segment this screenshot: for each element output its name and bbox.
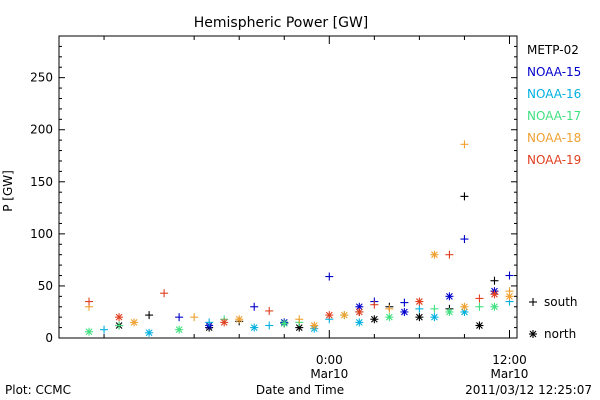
y-tick-label: 150 [30, 175, 53, 189]
point-noaa-18-north [130, 318, 139, 327]
point-noaa-17-south [475, 302, 484, 311]
point-noaa-18-south [190, 313, 199, 322]
point-noaa-15-south [325, 272, 334, 281]
x-axis-ticks: 0:00Mar1012:00Mar100:00Mar1112:00Mar110:… [103, 36, 529, 381]
point-noaa-18-north [310, 321, 319, 330]
x-tick-label-date: Mar10 [491, 367, 529, 381]
point-noaa-19-north [490, 290, 499, 299]
point-noaa-15-south [460, 235, 469, 244]
legend-entry-noaa-16: NOAA-16 [527, 87, 581, 101]
point-noaa-19-south [475, 294, 484, 303]
x-tick-label-time: 12:00 [492, 353, 527, 367]
point-noaa-17-north [385, 313, 394, 322]
point-noaa-16-south [415, 304, 424, 313]
legend-entry-noaa-18: NOAA-18 [527, 131, 581, 145]
point-noaa-17-north [445, 307, 454, 316]
point-noaa-15-south [250, 302, 259, 311]
x-tick-label-date: Mar10 [310, 367, 348, 381]
y-axis-ticks: 0 50 100 150 200 250 [30, 45, 517, 345]
point-noaa-19-north [115, 313, 124, 322]
data-points [85, 140, 514, 337]
point-noaa-17-south [430, 304, 439, 313]
point-noaa-19-south [265, 306, 274, 315]
legend-entry-noaa-15: NOAA-15 [527, 65, 581, 79]
point-noaa-18-north [505, 292, 514, 301]
y-tick-label: 0 [45, 331, 53, 345]
point-noaa-18-south [385, 304, 394, 313]
y-axis-label: P [GW] [1, 170, 15, 212]
plot-frame [58, 35, 518, 339]
point-noaa-15-north [445, 292, 454, 301]
point-noaa-15-north [400, 307, 409, 316]
legend-entry-noaa-17: NOAA-17 [527, 109, 581, 123]
point-noaa-19-south [85, 297, 94, 306]
marker-legend-label-north: north [544, 327, 576, 341]
point-noaa-19-south [370, 300, 379, 309]
point-noaa-17-south [115, 321, 124, 330]
point-noaa-17-north [280, 319, 289, 328]
point-noaa-18-north [460, 302, 469, 311]
legend: METP-02 NOAA-15 NOAA-16 NOAA-17 NOAA-18 NOAA-… [527, 43, 581, 167]
point-metp-02-north [295, 323, 304, 332]
y-tick-label: 250 [30, 71, 53, 85]
point-noaa-19-north [325, 311, 334, 320]
point-noaa-16-south [100, 325, 109, 334]
marker-legend: south north [529, 295, 578, 341]
point-noaa-15-south [175, 313, 184, 322]
point-noaa-19-north [415, 297, 424, 306]
x-tick-label-time: 0:00 [316, 353, 343, 367]
point-metp-02-north [370, 315, 379, 324]
point-noaa-16-south [205, 318, 214, 327]
plot-timestamp: 2011/03/12 12:25:07 [465, 383, 592, 397]
marker-legend-symbol-south [529, 298, 537, 306]
point-noaa-17-north [175, 325, 184, 334]
legend-entry-metp-02: METP-02 [527, 43, 579, 57]
point-noaa-15-south [400, 298, 409, 307]
point-noaa-16-north [250, 323, 259, 332]
point-noaa-18-south [460, 140, 469, 149]
point-noaa-18-north [340, 311, 349, 320]
point-metp-02-north [475, 321, 484, 330]
point-noaa-16-north [355, 318, 364, 327]
point-noaa-19-south [160, 289, 169, 298]
chart-title: Hemispheric Power [GW] [194, 15, 369, 31]
point-noaa-19-north [220, 318, 229, 327]
y-tick-label: 50 [38, 279, 53, 293]
point-noaa-19-south [445, 250, 454, 259]
point-noaa-19-north [355, 307, 364, 316]
point-metp-02-south [460, 192, 469, 201]
legend-entry-noaa-19: NOAA-19 [527, 153, 581, 167]
y-tick-label: 200 [30, 123, 53, 137]
point-noaa-15-south [505, 271, 514, 280]
marker-legend-label-south: south [544, 295, 578, 309]
point-noaa-17-north [490, 302, 499, 311]
y-tick-label: 100 [30, 227, 53, 241]
point-metp-02-south [490, 276, 499, 285]
marker-legend-symbol-north [529, 330, 537, 338]
point-noaa-18-south [295, 315, 304, 324]
point-metp-02-north [415, 313, 424, 322]
point-noaa-16-north [145, 328, 154, 337]
plot-credit: Plot: CCMC [5, 383, 71, 397]
point-noaa-16-north [430, 313, 439, 322]
point-noaa-17-north [85, 327, 94, 336]
point-metp-02-south [145, 311, 154, 320]
point-noaa-18-north [235, 315, 244, 324]
x-axis-label: Date and Time [256, 383, 344, 397]
point-noaa-18-north [430, 250, 439, 259]
point-noaa-16-south [265, 321, 274, 330]
